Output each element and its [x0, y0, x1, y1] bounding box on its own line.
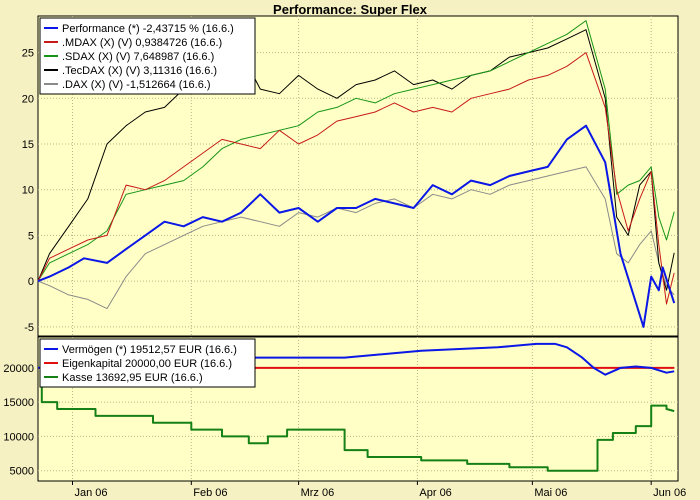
x-tick-label: Jun 06 — [653, 487, 686, 499]
assets-y-tick-label: 15000 — [3, 397, 34, 409]
performance-legend-entry: .SDAX (X) (V) 7,648987 (16.6.) — [62, 51, 214, 63]
performance-y-tick-label: 20 — [22, 93, 34, 105]
performance-lines — [37, 20, 676, 328]
performance-legend-entry: .TecDAX (X) (V) 3,11316 (16.6.) — [62, 65, 217, 77]
x-tick-label: Mrz 06 — [301, 487, 335, 499]
assets-y-tick-label: 5000 — [10, 466, 34, 478]
performance-legend-entry: .MDAX (X) (V) 0,9384726 (16.6.) — [62, 37, 222, 49]
x-tick-label: Feb 06 — [193, 487, 227, 499]
assets-y-tick-label: 10000 — [3, 431, 34, 443]
performance-panel: -5 0 5 10 15 20 25 Performance (*) -2,43715 % … — [22, 15, 679, 337]
assets-legend: Vermögen (*) 19512,57 EUR (16.6.) Eigenka… — [39, 338, 256, 388]
performance-series-line — [37, 124, 676, 328]
performance-y-tick-label: 0 — [28, 276, 34, 288]
x-tick-label: Mai 06 — [534, 487, 567, 499]
performance-y-tick-label: -5 — [24, 322, 34, 334]
performance-legend-box — [39, 17, 256, 95]
performance-legend: Performance (*) -2,43715 % (16.6.) .MDAX … — [39, 17, 256, 95]
chart-title: Performance: Super Flex — [273, 2, 428, 17]
performance-y-tick-label: 15 — [22, 139, 34, 151]
assets-panel: 5000 10000 15000 20000 Vermögen (*) 19512,5… — [3, 336, 679, 482]
performance-legend-entry: Performance (*) -2,43715 % (16.6.) — [62, 23, 234, 35]
performance-series-line — [37, 29, 675, 291]
performance-y-tick-label: 5 — [28, 230, 34, 242]
performance-y-tick-label: 10 — [22, 185, 34, 197]
assets-y-tick-label: 20000 — [3, 363, 34, 375]
x-axis-ticks: Jan 06 Feb 06 Mrz 06 Apr 06 Mai 06 Jun 06 — [71, 481, 686, 499]
x-tick-label: Jan 06 — [74, 487, 107, 499]
assets-y-ticks: 5000 10000 15000 20000 — [3, 363, 34, 478]
performance-y-ticks: -5 0 5 10 15 20 25 — [22, 48, 34, 334]
assets-legend-entry: Kasse 13692,95 EUR (16.6.) — [62, 372, 203, 384]
assets-series-line — [38, 366, 675, 472]
performance-legend-entry: .DAX (X) (V) -1,512664 (16.6.) — [62, 79, 211, 91]
x-tick-label: Apr 06 — [419, 487, 451, 499]
assets-legend-entry: Vermögen (*) 19512,57 EUR (16.6.) — [62, 344, 237, 356]
performance-y-tick-label: 25 — [22, 48, 34, 60]
assets-legend-entry: Eigenkapital 20000,00 EUR (16.6.) — [62, 358, 232, 370]
assets-legend-box — [39, 338, 256, 388]
performance-series-line — [37, 52, 675, 305]
